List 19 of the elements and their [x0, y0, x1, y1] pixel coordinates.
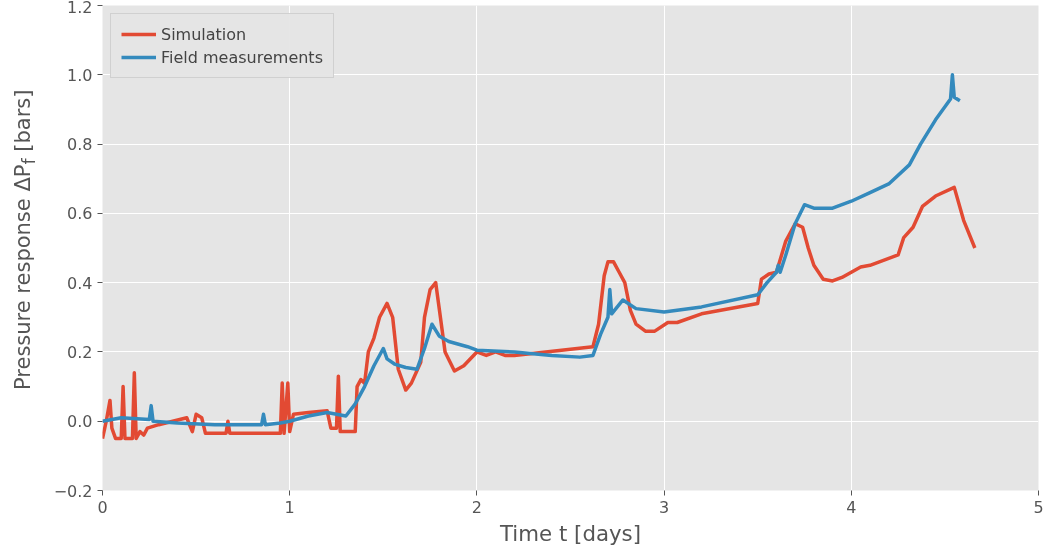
- y-tick-label: −0.2: [53, 481, 93, 501]
- y-tick-label: 0.8: [67, 135, 93, 155]
- x-tick-label: 4: [846, 497, 857, 517]
- y-tick-label: 0.2: [67, 342, 93, 362]
- y-tick-label: 0.6: [67, 204, 93, 224]
- x-axis-title: Time t [days]: [498, 520, 642, 546]
- legend-label: Simulation: [161, 24, 247, 44]
- y-tick-label: 0.0: [67, 412, 93, 432]
- y-tick-label: 1.2: [67, 0, 93, 17]
- y-tick-label: 0.4: [67, 273, 93, 293]
- x-tick-label: 2: [471, 497, 482, 517]
- x-tick-label: 1: [284, 497, 295, 517]
- line-series: [102, 185, 977, 441]
- line-series: [102, 73, 962, 427]
- y-tick-label: 1.0: [67, 65, 93, 85]
- x-tick-label: 5: [1033, 497, 1044, 517]
- x-tick-label: 3: [659, 497, 670, 517]
- legend-label: Field measurements: [161, 47, 323, 67]
- x-tick-label: 0: [97, 497, 108, 517]
